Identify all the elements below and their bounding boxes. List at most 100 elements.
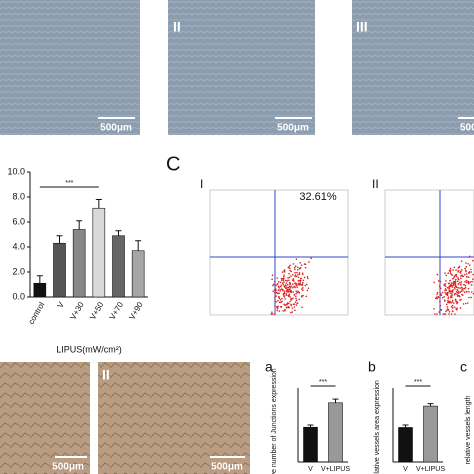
event-dot bbox=[285, 294, 288, 297]
event-dot bbox=[448, 282, 451, 285]
image-label: II bbox=[102, 367, 110, 383]
x-tick-label: V bbox=[308, 466, 313, 473]
event-dot bbox=[452, 280, 455, 283]
event-dot bbox=[458, 266, 460, 269]
event-dot bbox=[462, 303, 465, 305]
event-dot bbox=[444, 299, 446, 301]
event-dot bbox=[273, 289, 276, 291]
event-dot bbox=[464, 273, 466, 276]
event-dot bbox=[302, 287, 304, 289]
y-tick-label: 0.0 bbox=[12, 291, 25, 301]
event-dot bbox=[445, 293, 448, 295]
event-dot bbox=[294, 275, 296, 278]
event-dot bbox=[466, 275, 468, 278]
event-dot bbox=[468, 255, 471, 258]
event-dot bbox=[301, 296, 303, 298]
event-dot bbox=[461, 288, 463, 291]
micrograph bbox=[168, 0, 315, 135]
event-dot bbox=[272, 284, 274, 287]
x-axis-label: LIPUS(mW/cm²) bbox=[56, 344, 122, 354]
x-tick-label: V+70 bbox=[108, 300, 126, 321]
event-dot bbox=[282, 310, 284, 312]
event-dot bbox=[300, 277, 302, 280]
event-dot bbox=[434, 313, 436, 315]
event-dot bbox=[456, 280, 459, 283]
event-dot bbox=[290, 298, 293, 301]
event-dot bbox=[444, 283, 447, 285]
event-dot bbox=[294, 286, 296, 288]
event-dot bbox=[304, 266, 307, 269]
event-dot bbox=[280, 301, 282, 304]
percent-label: 32.61% bbox=[299, 191, 337, 203]
panel-letter: a bbox=[265, 359, 273, 375]
event-dot bbox=[303, 263, 306, 265]
event-dot bbox=[278, 297, 281, 300]
event-dot bbox=[447, 301, 449, 304]
event-dot bbox=[441, 291, 444, 294]
event-dot bbox=[449, 279, 451, 282]
event-dot bbox=[457, 278, 460, 280]
event-dot bbox=[287, 286, 290, 289]
event-dot bbox=[459, 272, 462, 274]
event-dot bbox=[293, 303, 296, 306]
event-dot bbox=[445, 303, 448, 306]
event-dot bbox=[288, 279, 290, 282]
event-dot bbox=[280, 277, 283, 280]
event-dot bbox=[289, 267, 291, 270]
event-dot bbox=[289, 296, 291, 298]
event-dot bbox=[276, 277, 278, 279]
event-dot bbox=[296, 302, 299, 304]
event-dot bbox=[451, 274, 453, 276]
event-dot bbox=[447, 309, 450, 311]
event-dot bbox=[302, 279, 305, 282]
event-dot bbox=[460, 270, 462, 273]
event-dot bbox=[439, 293, 442, 295]
event-dot bbox=[293, 266, 296, 269]
event-dot bbox=[280, 284, 283, 287]
x-tick-label: V+LIPUS bbox=[416, 466, 445, 473]
event-dot bbox=[452, 289, 454, 291]
micrograph bbox=[352, 0, 474, 135]
event-dot bbox=[281, 300, 283, 303]
event-dot bbox=[450, 290, 453, 293]
event-dot bbox=[296, 271, 298, 274]
event-dot bbox=[284, 298, 287, 300]
scale-text: 500μm bbox=[277, 123, 309, 134]
panel-letter: c bbox=[460, 359, 467, 375]
event-dot bbox=[298, 298, 301, 301]
event-dot bbox=[433, 307, 435, 310]
event-dot bbox=[457, 283, 460, 285]
y-tick-label: 6.0 bbox=[12, 216, 25, 226]
event-dot bbox=[294, 282, 297, 285]
x-tick-label: V+50 bbox=[88, 300, 106, 321]
event-dot bbox=[462, 275, 465, 278]
micrograph bbox=[0, 0, 140, 135]
event-dot bbox=[443, 283, 446, 286]
bar bbox=[398, 427, 413, 463]
event-dot bbox=[471, 280, 473, 283]
x-tick-label: V+LIPUS bbox=[321, 466, 350, 473]
event-dot bbox=[276, 309, 279, 312]
event-dot bbox=[274, 291, 276, 294]
event-dot bbox=[297, 284, 299, 286]
event-dot bbox=[433, 281, 435, 284]
x-tick-label: V+90 bbox=[127, 300, 145, 321]
event-dot bbox=[466, 281, 468, 284]
event-dot bbox=[292, 263, 295, 265]
event-dot bbox=[291, 311, 294, 313]
event-dot bbox=[448, 313, 450, 315]
event-dot bbox=[283, 275, 285, 278]
event-dot bbox=[450, 283, 452, 286]
event-dot bbox=[443, 295, 445, 298]
event-dot bbox=[470, 268, 472, 271]
event-dot bbox=[465, 262, 467, 264]
event-dot bbox=[472, 278, 474, 280]
plot-label: I bbox=[200, 177, 203, 191]
event-dot bbox=[285, 284, 287, 287]
event-dot bbox=[294, 268, 296, 271]
event-dot bbox=[465, 273, 468, 275]
event-dot bbox=[290, 311, 292, 314]
event-dot bbox=[285, 306, 288, 309]
event-dot bbox=[447, 297, 449, 300]
event-dot bbox=[449, 300, 451, 303]
